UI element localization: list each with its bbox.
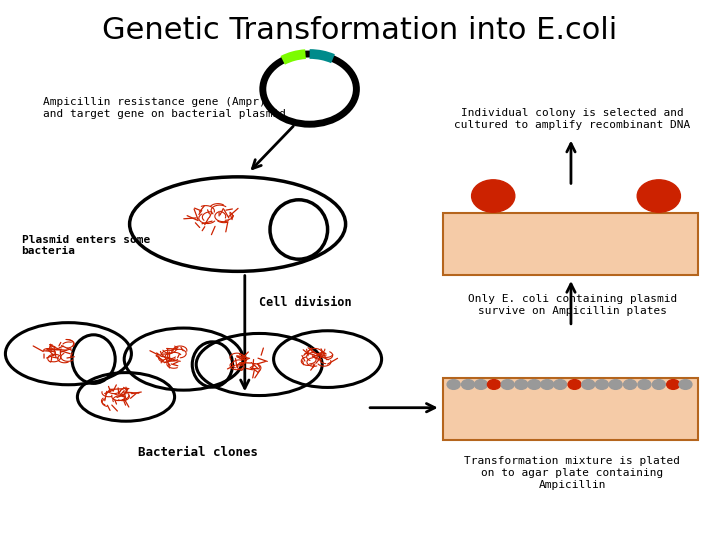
Text: Plasmid enters some
bacteria: Plasmid enters some bacteria bbox=[22, 235, 150, 256]
Circle shape bbox=[447, 380, 460, 389]
Circle shape bbox=[528, 380, 541, 389]
Circle shape bbox=[679, 380, 692, 389]
Text: Individual colony is selected and
cultured to amplify recombinant DNA: Individual colony is selected and cultur… bbox=[454, 108, 690, 130]
Circle shape bbox=[568, 380, 581, 389]
Bar bbox=[443, 213, 698, 275]
Bar bbox=[443, 378, 698, 440]
Circle shape bbox=[474, 380, 487, 389]
Circle shape bbox=[624, 380, 636, 389]
Circle shape bbox=[487, 380, 500, 389]
Circle shape bbox=[462, 380, 474, 389]
Circle shape bbox=[652, 380, 665, 389]
Circle shape bbox=[472, 180, 515, 212]
Text: Ampicillin resistance gene (Ampr)
and target gene on bacterial plasmid: Ampicillin resistance gene (Ampr) and ta… bbox=[43, 97, 287, 119]
Circle shape bbox=[609, 380, 622, 389]
Circle shape bbox=[541, 380, 554, 389]
Circle shape bbox=[667, 380, 680, 389]
Text: Only E. coli containing plasmid
survive on Ampicillin plates: Only E. coli containing plasmid survive … bbox=[468, 294, 677, 316]
Circle shape bbox=[638, 380, 651, 389]
Circle shape bbox=[637, 180, 680, 212]
Circle shape bbox=[515, 380, 528, 389]
Circle shape bbox=[554, 380, 567, 389]
Text: Genetic Transformation into E.coli: Genetic Transformation into E.coli bbox=[102, 16, 618, 45]
Circle shape bbox=[595, 380, 608, 389]
Text: Cell division: Cell division bbox=[259, 296, 352, 309]
Circle shape bbox=[501, 380, 514, 389]
Text: Transformation mixture is plated
on to agar plate containing
Ampicillin: Transformation mixture is plated on to a… bbox=[464, 456, 680, 489]
Circle shape bbox=[582, 380, 595, 389]
Text: Bacterial clones: Bacterial clones bbox=[138, 446, 258, 458]
